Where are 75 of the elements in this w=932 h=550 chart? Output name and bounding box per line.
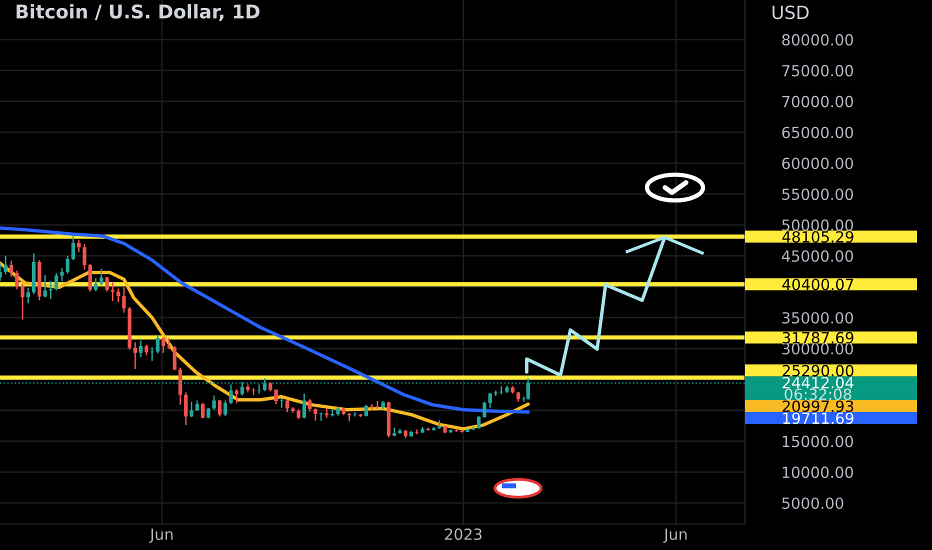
- candlestick: [285, 399, 290, 413]
- candlestick: [122, 286, 126, 314]
- candlestick: [54, 272, 58, 292]
- candlestick: [139, 340, 143, 358]
- candlestick: [516, 391, 520, 402]
- candlestick: [476, 415, 481, 430]
- ref-line-label: 25290.00: [782, 364, 854, 376]
- candlestick: [212, 394, 216, 410]
- candlestick: [94, 277, 98, 292]
- y-axis-title: USD: [772, 6, 809, 20]
- candlestick: [172, 345, 176, 371]
- candlestick: [100, 268, 104, 286]
- candlestick: [488, 392, 492, 409]
- candlestick: [195, 400, 199, 412]
- y-tick-label: 80000.00: [782, 34, 853, 46]
- y-tick-label: 65000.00: [782, 126, 853, 138]
- y-tick-label: 50000.00: [782, 219, 853, 231]
- candlestick: [229, 384, 233, 405]
- text: 20997.93: [782, 400, 854, 412]
- y-tick-label: 55000.00: [782, 188, 853, 200]
- candlestick: [364, 404, 368, 418]
- candlestick: [162, 336, 166, 354]
- candlestick: [9, 260, 14, 278]
- chart-title: Bitcoin / U.S. Dollar, 1D: [16, 4, 260, 22]
- candlestick: [133, 342, 138, 370]
- y-tick-label: 45000.00: [782, 250, 853, 262]
- candlestick: [218, 399, 222, 418]
- x-tick-label: Jun: [149, 528, 173, 543]
- y-tick-label: 15000.00: [782, 436, 853, 448]
- candlestick: [224, 400, 228, 417]
- candlestick: [308, 398, 312, 412]
- candlestick: [302, 392, 306, 420]
- ref-line-label: 24412.04: [782, 376, 854, 388]
- candlestick: [82, 243, 86, 270]
- y-tick-label: 60000.00: [782, 158, 853, 170]
- candlestick: [48, 280, 53, 300]
- candlestick: [4, 255, 8, 276]
- candlestick: [71, 235, 76, 261]
- candlestick: [167, 337, 171, 350]
- candlestick: [116, 288, 120, 303]
- ref-line-label: 31787.69: [782, 332, 854, 344]
- y-tick-label: 5000.00: [782, 497, 844, 510]
- candlestick: [526, 377, 530, 400]
- candlestick: [206, 407, 210, 420]
- x-tick-label: Jun: [663, 528, 687, 543]
- candlestick: [262, 377, 267, 392]
- line-series: [0, 226, 530, 414]
- candlestick: [43, 274, 47, 298]
- candlestick: [66, 255, 70, 274]
- text: 19711.69: [783, 412, 854, 424]
- candlestick: [184, 392, 188, 426]
- line-series: [0, 262, 530, 431]
- text: 06:32:08: [784, 388, 852, 400]
- candlestick: [144, 344, 148, 356]
- candlestick: [482, 400, 486, 418]
- candlestick: [274, 388, 278, 405]
- y-tick-label: 35000.00: [782, 312, 853, 324]
- candlestick: [190, 400, 194, 418]
- candlestick: [200, 402, 205, 420]
- ref-line-label: 40400.07: [782, 278, 854, 290]
- ref-line-label: 48105.29: [782, 231, 854, 243]
- candlestick: [296, 408, 300, 420]
- y-tick-label: 75000.00: [782, 64, 853, 76]
- candlestick: [156, 334, 160, 354]
- candlestick: [20, 282, 24, 320]
- candlestick: [15, 270, 19, 290]
- candlestick: [234, 388, 238, 404]
- y-tick-label: 70000.00: [782, 96, 853, 108]
- candlestick: [105, 276, 109, 292]
- candlestick: [314, 408, 318, 422]
- y-tick-label: 30000.00: [782, 342, 853, 355]
- x-tick-label: 2023: [445, 528, 482, 540]
- candlestick: [240, 381, 244, 396]
- candlestick: [60, 267, 64, 282]
- y-tick-label: 10000.00: [782, 466, 853, 478]
